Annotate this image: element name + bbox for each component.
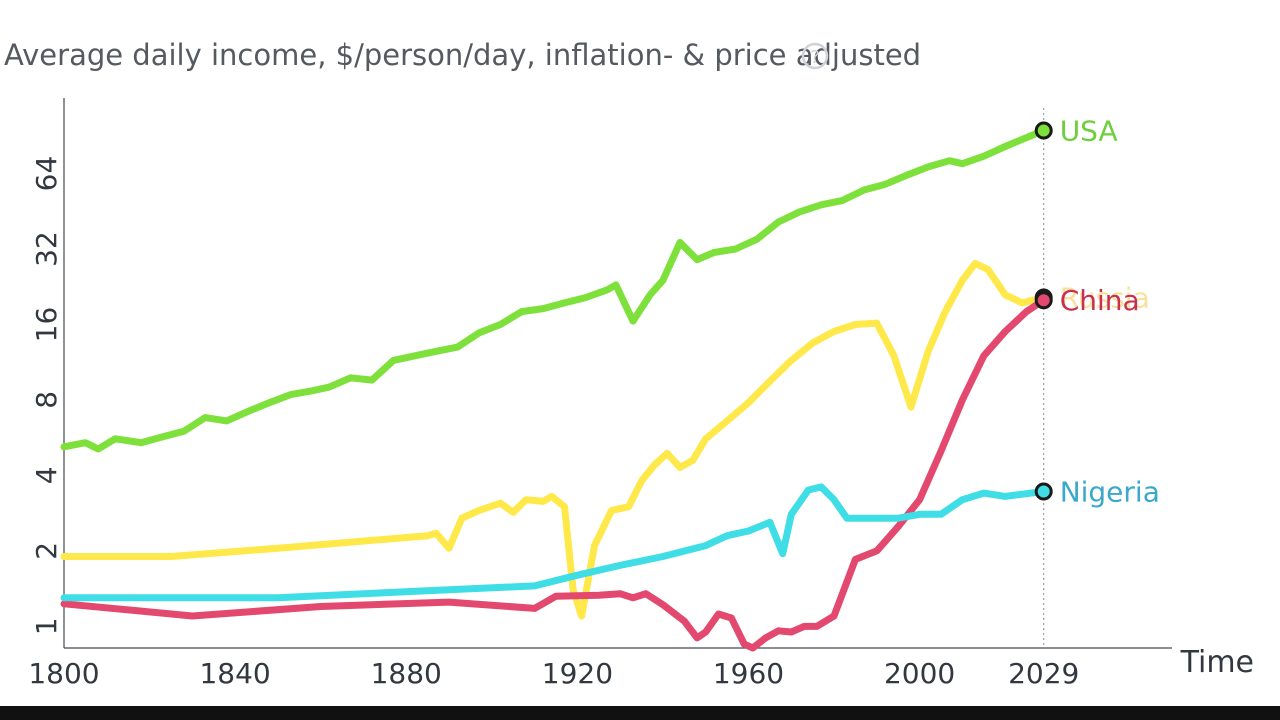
x-tick-label-1960: 1960 (713, 657, 784, 690)
series-line-china[interactable] (60, 296, 1048, 652)
series-lines (60, 127, 1048, 652)
chart-header: Average daily income, $/person/day, infl… (4, 38, 921, 72)
series-label-russia[interactable]: Russia (1060, 282, 1150, 315)
series-line-russia[interactable] (60, 260, 1048, 620)
y-tick-label-32: 32 (30, 231, 63, 267)
end-markers: Russia USA Nigeria China (1034, 115, 1160, 509)
y-tick-label-8: 8 (30, 391, 63, 409)
series-label-nigeria[interactable]: Nigeria (1060, 476, 1160, 509)
series-label-usa[interactable]: USA (1060, 115, 1118, 148)
end-marker-china[interactable] (1034, 291, 1053, 310)
y-tick-label-4: 4 (30, 466, 63, 484)
help-icon-circle[interactable] (801, 42, 829, 70)
help-icon-glyph[interactable]: ? (810, 47, 820, 68)
question-circle-icon[interactable]: ? (801, 42, 829, 70)
x-tick-label-1800: 1800 (28, 657, 99, 690)
x-tick-label-1840: 1840 (199, 657, 270, 690)
series-line-usa[interactable] (60, 127, 1048, 453)
series-line-nigeria[interactable] (60, 483, 1048, 602)
x-tick-label-2029: 2029 (1008, 657, 1079, 690)
end-marker-nigeria[interactable] (1034, 482, 1053, 501)
x-tick-labels: 1800 1840 1880 1920 1960 2000 2029 (28, 657, 1079, 690)
x-axis-label[interactable]: Time (1180, 645, 1254, 680)
x-tick-label-1920: 1920 (542, 657, 613, 690)
x-tick-label-2000: 2000 (884, 657, 955, 690)
y-tick-label-16: 16 (30, 307, 63, 343)
y-tick-label-2: 2 (30, 542, 63, 560)
x-tick-label-1880: 1880 (371, 657, 442, 690)
end-marker-usa[interactable] (1034, 121, 1053, 140)
y-tick-label-64: 64 (30, 156, 63, 192)
y-tick-labels: 1 2 4 8 16 32 64 (30, 156, 63, 636)
series-label-china[interactable]: China (1060, 284, 1140, 317)
video-bottom-bar (0, 706, 1280, 720)
y-tick-label-1: 1 (30, 617, 63, 635)
chart-title: Average daily income, $/person/day, infl… (4, 38, 921, 72)
